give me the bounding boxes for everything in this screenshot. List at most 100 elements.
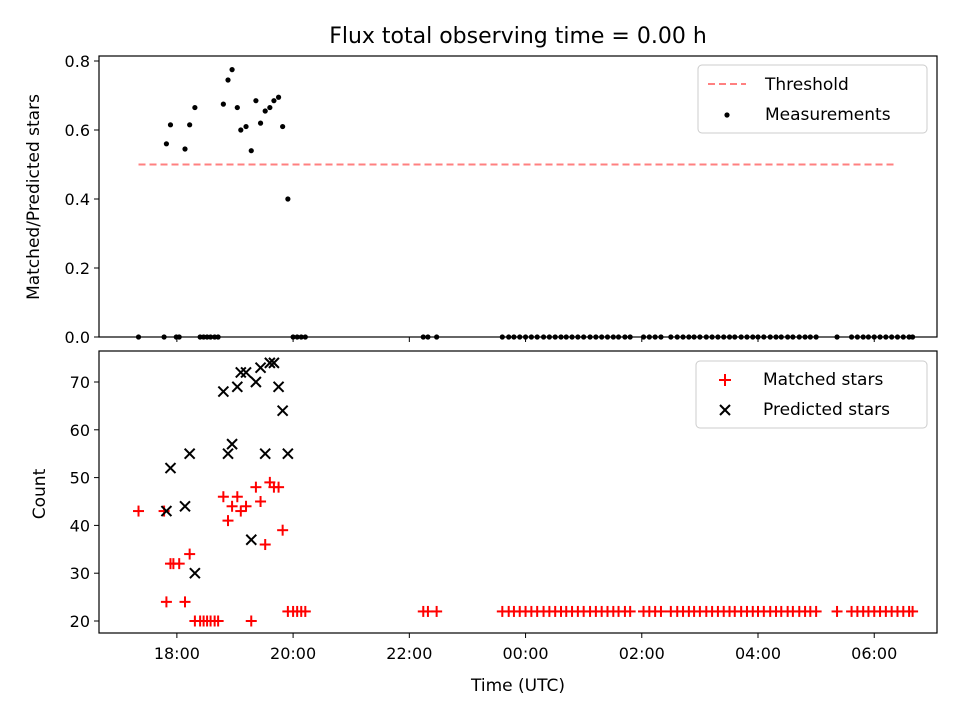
matched-star-point [240,500,252,512]
predicted-star-point [268,357,280,369]
matched-star-point [212,615,224,627]
measurement-point [182,146,188,152]
count-y-axis-label: Count [30,468,50,519]
ratio-y-axis-label: Matched/Predicted stars [24,94,44,300]
predicted-star-point [245,534,257,546]
ratio-y-ticks: 0.0 0.2 0.4 0.6 0.8 [65,52,99,347]
predicted-star-point [276,404,289,417]
count-plot-frame [98,350,938,634]
predicted-star-point [250,376,262,388]
matched-star-point [277,524,289,536]
measurement-point [187,122,193,128]
predicted-star-point [231,381,244,393]
matched-star-point [235,505,247,517]
ratio-y-tick-label: 0.6 [65,121,90,140]
measurement-point [234,104,240,111]
matched-star-point [907,605,919,617]
matched-star-point [273,481,285,493]
matched-star-point [624,605,636,617]
measurement-point [271,98,277,104]
matched-star-point [245,615,257,627]
predicted-star-point [259,447,271,460]
legend-measurements-swatch [724,112,730,118]
measurement-point [280,123,286,130]
measurement-point [285,196,291,202]
count-y-tick-label: 20 [70,612,90,631]
ratio-panel: Flux total observing time = 0.00 h Match… [24,24,938,347]
count-y-tick-label: 70 [70,373,90,392]
count-y-tick-label: 40 [70,516,90,535]
matched-star-point [255,496,267,507]
ratio-legend-box [697,64,928,134]
predicted-star-point [183,447,196,460]
matched-star-point [184,548,196,560]
predicted-star-point [264,357,276,369]
matched-star-point [160,596,172,608]
matched-star-point [217,491,229,503]
measurement-point [275,94,282,100]
matched-star-point [173,558,185,570]
predicted-star-point [235,366,247,379]
matched-star-point [226,500,238,512]
ratio-legend: Threshold Measurements [697,64,928,134]
ratio-plot-frame [98,55,938,338]
measurement-point [257,120,264,126]
matched-star-point [299,605,311,617]
count-y-tick-label: 50 [70,469,90,488]
legend-matched-swatch [719,374,731,386]
matched-star-point [250,481,262,493]
matched-star-point [831,605,843,617]
count-y-tick-label: 30 [70,564,90,583]
legend-measurements-label: Measurements [765,105,891,125]
count-panel: Count Time (UTC) 20 30 40 50 60 70 18:00 20:00… [30,350,938,696]
measurement-point [243,123,249,130]
matched-stars-series [133,476,919,627]
measurement-point [192,104,198,111]
measurement-point [220,101,226,107]
count-x-tick-label: 02:00 [619,644,665,663]
count-legend-box [695,360,928,429]
predicted-star-point [179,500,191,512]
ratio-y-tick-label: 0.0 [65,328,90,347]
legend-predicted-label: Predicted stars [763,400,890,420]
matched-star-point [222,515,234,527]
chart-title: Flux total observing time = 0.00 h [329,24,707,49]
count-y-tick-label: 60 [70,421,90,440]
count-x-tick-label: 00:00 [503,644,549,663]
matched-star-point [259,539,271,551]
legend-threshold-label: Threshold [764,75,849,95]
predicted-star-point [160,505,173,517]
matched-star-point [431,605,443,617]
measurement-point [248,148,254,154]
measurement-point [267,104,273,111]
predicted-star-point [189,567,201,579]
count-y-ticks: 20 30 40 50 60 70 [70,373,99,631]
count-x-ticks: 18:00 20:00 22:00 00:00 02:00 04:00 06:00 [154,633,897,663]
matched-star-point [655,605,667,617]
predicted-star-point [217,385,230,398]
ratio-y-tick-label: 0.8 [65,52,90,71]
measurement-point [238,127,244,133]
count-x-tick-label: 18:00 [154,644,200,663]
predicted-star-point [222,447,234,460]
measurement-point [253,98,259,104]
predicted-star-point [226,438,238,450]
predicted-star-point [254,361,267,374]
ratio-y-tick-label: 0.4 [65,190,90,209]
count-x-tick-label: 22:00 [386,644,432,663]
ratio-y-tick-label: 0.2 [65,259,90,278]
matched-star-point [231,491,243,503]
matched-star-point [133,505,145,517]
count-x-tick-label: 20:00 [270,644,316,663]
predicted-star-point [164,462,177,474]
measurement-point [225,77,231,83]
predicted-star-point [240,366,252,379]
x-axis-label: Time (UTC) [470,676,565,696]
legend-predicted-swatch [719,404,731,416]
matched-star-point [179,596,191,608]
measurement-point [163,141,170,147]
measurement-point [167,122,174,128]
matched-star-point [810,605,822,617]
count-legend: Matched stars Predicted stars [695,360,928,429]
